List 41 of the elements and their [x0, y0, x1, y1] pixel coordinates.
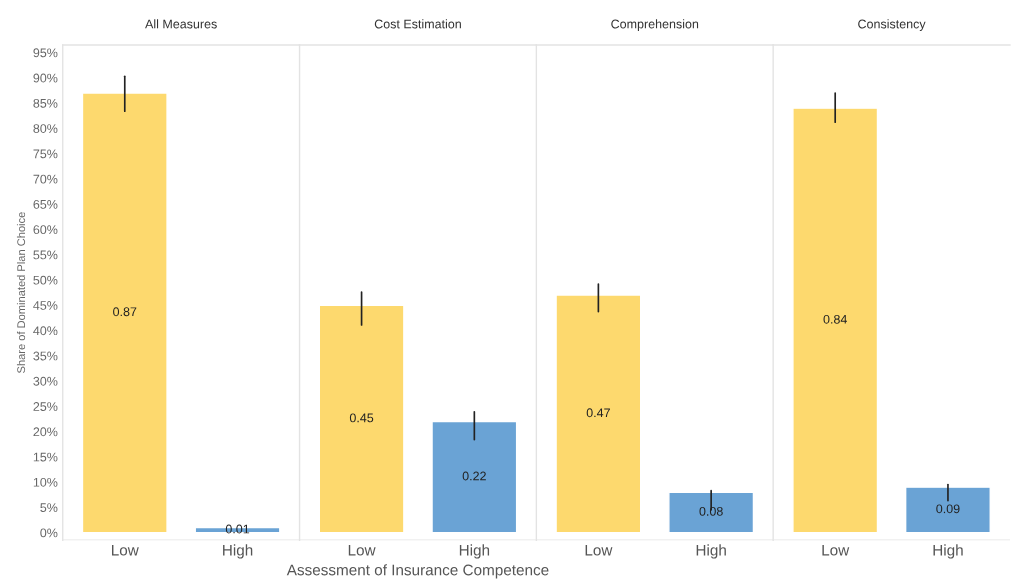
y-tick-label: 0% [40, 528, 58, 538]
y-tick-label: 55% [33, 250, 58, 260]
y-tick-label: 15% [33, 452, 58, 462]
data-label: 0.84 [823, 314, 847, 324]
x-tick-label: High [223, 544, 253, 559]
x-tick-label: Low [822, 544, 850, 556]
y-tick-label: 45% [33, 301, 58, 310]
y-tick-label: 80% [33, 124, 58, 133]
x-tick-label: High [933, 544, 963, 559]
y-tick-label: 60% [33, 225, 58, 235]
y-tick-label: 85% [33, 98, 58, 108]
data-label: 0.47 [586, 408, 610, 418]
y-tick-label: 70% [33, 174, 58, 184]
x-tick-label: Low [112, 544, 139, 556]
y-tick-label: 25% [33, 402, 58, 411]
data-label: 0.09 [936, 504, 960, 514]
x-tick-label: Low [348, 544, 376, 556]
y-tick-label: 75% [33, 149, 58, 159]
data-label: 0.87 [113, 307, 137, 317]
y-tick-label: 90% [33, 73, 58, 83]
y-axis-title: Share of Dominated Plan Choice [16, 212, 26, 373]
data-label: 0.08 [699, 506, 723, 516]
y-tick-label: 30% [33, 376, 58, 386]
chart-title: Consistency [858, 19, 926, 31]
y-tick-label: 10% [33, 477, 58, 487]
x-tick-label: High [459, 544, 490, 559]
y-tick-label: 20% [33, 427, 58, 437]
y-tick-label: 5% [40, 503, 58, 513]
chart-title: All Measures [145, 19, 217, 29]
x-tick-label: High [696, 544, 726, 559]
y-tick-label: 65% [33, 199, 58, 209]
data-label: 0.22 [462, 471, 486, 481]
y-tick-label: 40% [33, 326, 58, 336]
x-tick-label: Low [585, 544, 613, 556]
y-tick-label: 35% [33, 351, 58, 361]
y-tick-label: 95% [33, 48, 58, 58]
chart-title: Comprehension [611, 19, 699, 31]
x-axis-title: Assessment of Insurance Competence [286, 564, 549, 579]
y-tick-label: 50% [33, 275, 58, 285]
data-label: 0.45 [349, 413, 374, 423]
chart-title: Cost Estimation [374, 19, 461, 29]
